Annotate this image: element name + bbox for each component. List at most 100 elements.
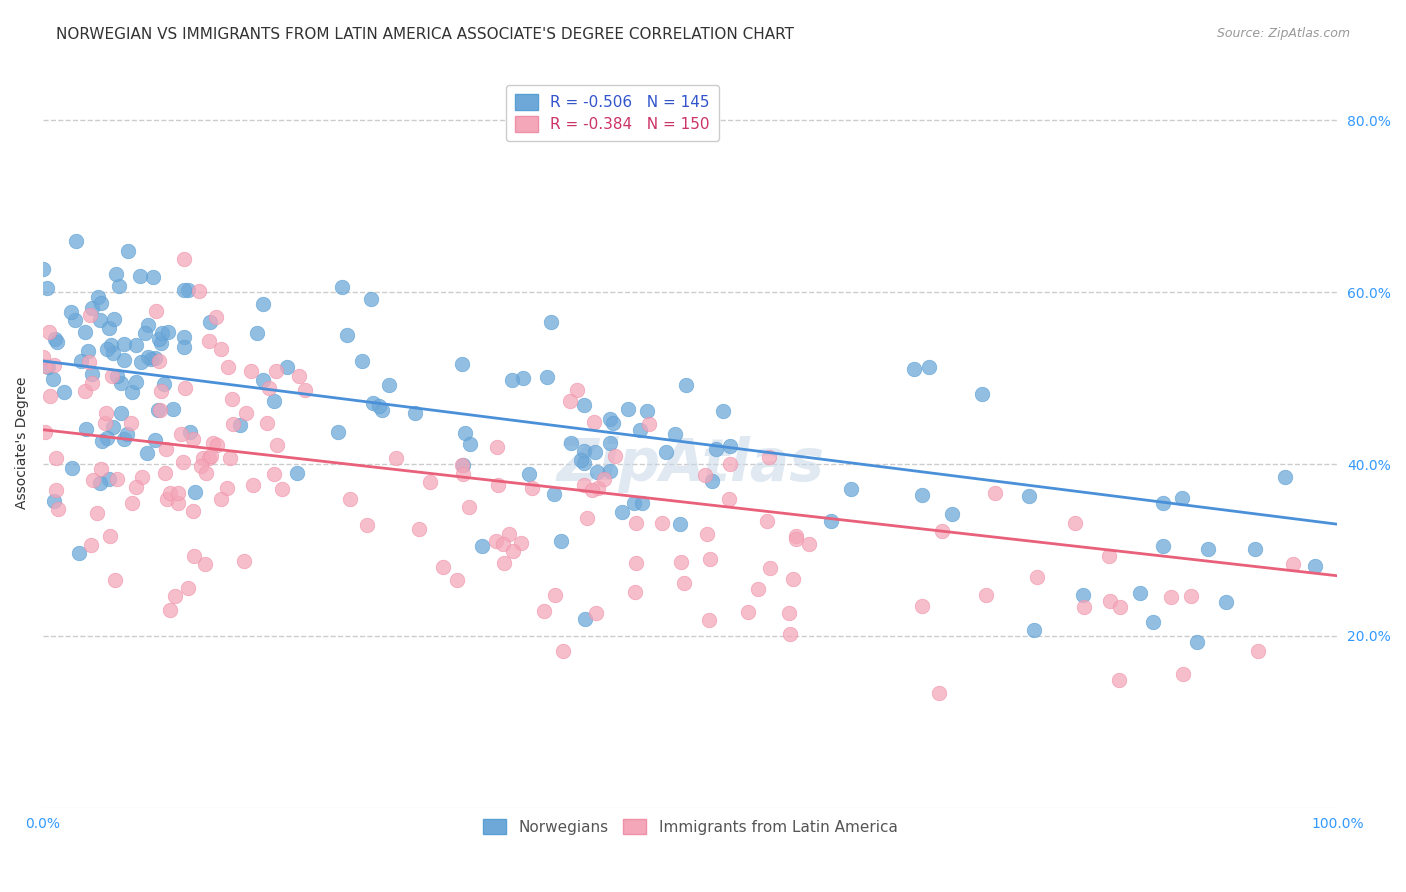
Point <box>574 478 596 492</box>
Point <box>163 589 186 603</box>
Point <box>1152 539 1174 553</box>
Point <box>76 343 98 358</box>
Point <box>177 581 200 595</box>
Point <box>758 450 780 464</box>
Point <box>125 375 148 389</box>
Point <box>560 393 582 408</box>
Point <box>583 444 606 458</box>
Point <box>173 329 195 343</box>
Point <box>201 436 224 450</box>
Point <box>75 422 97 436</box>
Point <box>360 293 382 307</box>
Point <box>217 481 239 495</box>
Point <box>1142 615 1164 629</box>
Point <box>779 627 801 641</box>
Point <box>103 346 125 360</box>
Point <box>232 554 254 568</box>
Point <box>450 357 472 371</box>
Point <box>454 425 477 440</box>
Point <box>583 415 606 429</box>
Text: ZipAtlas: ZipAtlas <box>557 436 824 493</box>
Point <box>75 384 97 398</box>
Point <box>1098 549 1121 564</box>
Point <box>1303 558 1326 573</box>
Point <box>42 494 65 508</box>
Point <box>148 332 170 346</box>
Point <box>125 338 148 352</box>
Point <box>46 334 69 349</box>
Point <box>155 442 177 456</box>
Point <box>720 457 742 471</box>
Point <box>183 504 205 518</box>
Point <box>252 296 274 310</box>
Point <box>194 558 217 572</box>
Point <box>159 603 181 617</box>
Point <box>110 406 132 420</box>
Point <box>266 438 288 452</box>
Point <box>623 496 645 510</box>
Point <box>782 572 804 586</box>
Point <box>501 373 523 387</box>
Point <box>1282 558 1305 572</box>
Point <box>105 369 128 384</box>
Point <box>34 425 56 439</box>
Point <box>101 420 124 434</box>
Point <box>820 514 842 528</box>
Point <box>628 423 651 437</box>
Point <box>1152 495 1174 509</box>
Point <box>970 387 993 401</box>
Point <box>626 556 648 570</box>
Point <box>98 472 121 486</box>
Point <box>1160 591 1182 605</box>
Point <box>1247 643 1270 657</box>
Point <box>551 643 574 657</box>
Point <box>361 395 384 409</box>
Point <box>136 350 159 364</box>
Point <box>385 450 408 465</box>
Point <box>235 407 257 421</box>
Point <box>567 383 589 397</box>
Point <box>470 539 492 553</box>
Point <box>759 561 782 575</box>
Point <box>209 343 232 357</box>
Point <box>257 380 280 394</box>
Point <box>550 533 572 548</box>
Point <box>146 403 169 417</box>
Point <box>453 458 475 473</box>
Point <box>610 505 633 519</box>
Point <box>1197 542 1219 557</box>
Point <box>121 496 143 510</box>
Point <box>624 584 647 599</box>
Point <box>717 491 740 506</box>
Point <box>631 496 654 510</box>
Point <box>624 516 647 530</box>
Point <box>697 613 720 627</box>
Point <box>94 406 117 420</box>
Point <box>1063 516 1085 530</box>
Point <box>517 467 540 482</box>
Point <box>150 326 173 340</box>
Point <box>205 438 228 452</box>
Point <box>184 484 207 499</box>
Point <box>339 492 361 507</box>
Point <box>104 573 127 587</box>
Point <box>616 402 638 417</box>
Point <box>101 368 124 383</box>
Point <box>38 325 60 339</box>
Point <box>328 425 350 439</box>
Point <box>90 462 112 476</box>
Point <box>574 399 596 413</box>
Point <box>159 486 181 500</box>
Point <box>451 467 474 481</box>
Point <box>173 340 195 354</box>
Point <box>485 533 508 548</box>
Point <box>156 491 179 506</box>
Point <box>172 455 194 469</box>
Point <box>115 426 138 441</box>
Point <box>100 338 122 352</box>
Point <box>512 370 534 384</box>
Point <box>263 393 285 408</box>
Point <box>37 359 59 374</box>
Point <box>96 431 118 445</box>
Point <box>737 605 759 619</box>
